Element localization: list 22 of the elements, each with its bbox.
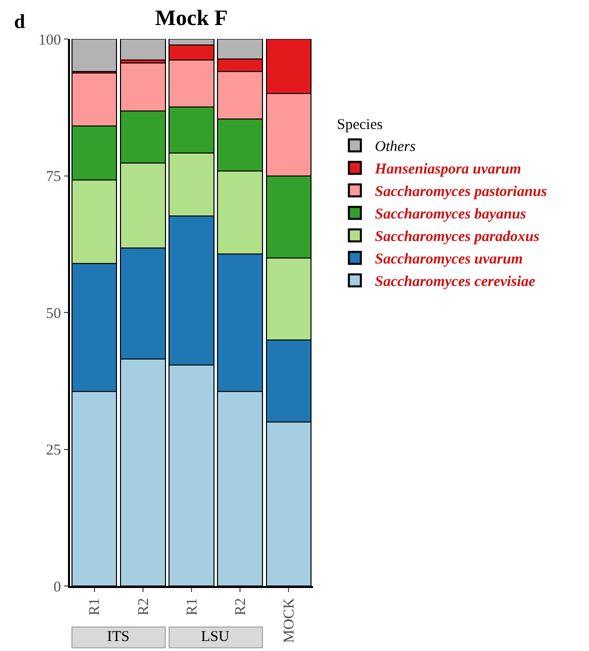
legend-label: Saccharomyces bayanus (374, 206, 526, 223)
text: ITS (107, 629, 130, 645)
legend-label: Saccharomyces pastorianus (374, 184, 548, 200)
x-tick-label: R1 (184, 598, 200, 616)
y-tick-label: 50 (46, 306, 61, 322)
y-tick-label: 75 (46, 169, 61, 185)
y-tick-label: 25 (46, 442, 61, 458)
text: LSU (201, 629, 230, 645)
y-tick-label: 100 (38, 32, 61, 48)
chart-title: Mock F (155, 5, 228, 30)
legend-label: Saccharomyces uvarum (374, 252, 523, 268)
x-tick-label: MOCK (282, 598, 298, 644)
x-tick-label: R2 (136, 598, 152, 616)
legend-label: Saccharomyces cerevisiae (374, 274, 536, 290)
x-tick-label: R1 (87, 598, 104, 616)
y-tick-label: 0 (54, 579, 61, 596)
legend-label: Saccharomyces paradoxus (374, 229, 540, 246)
legend-title: Species (336, 117, 383, 134)
text: d (14, 11, 26, 33)
x-tick-label: R2 (232, 598, 249, 616)
legend-label: Hanseniaspora uvarum (374, 162, 522, 178)
legend-label: Others (374, 139, 416, 156)
